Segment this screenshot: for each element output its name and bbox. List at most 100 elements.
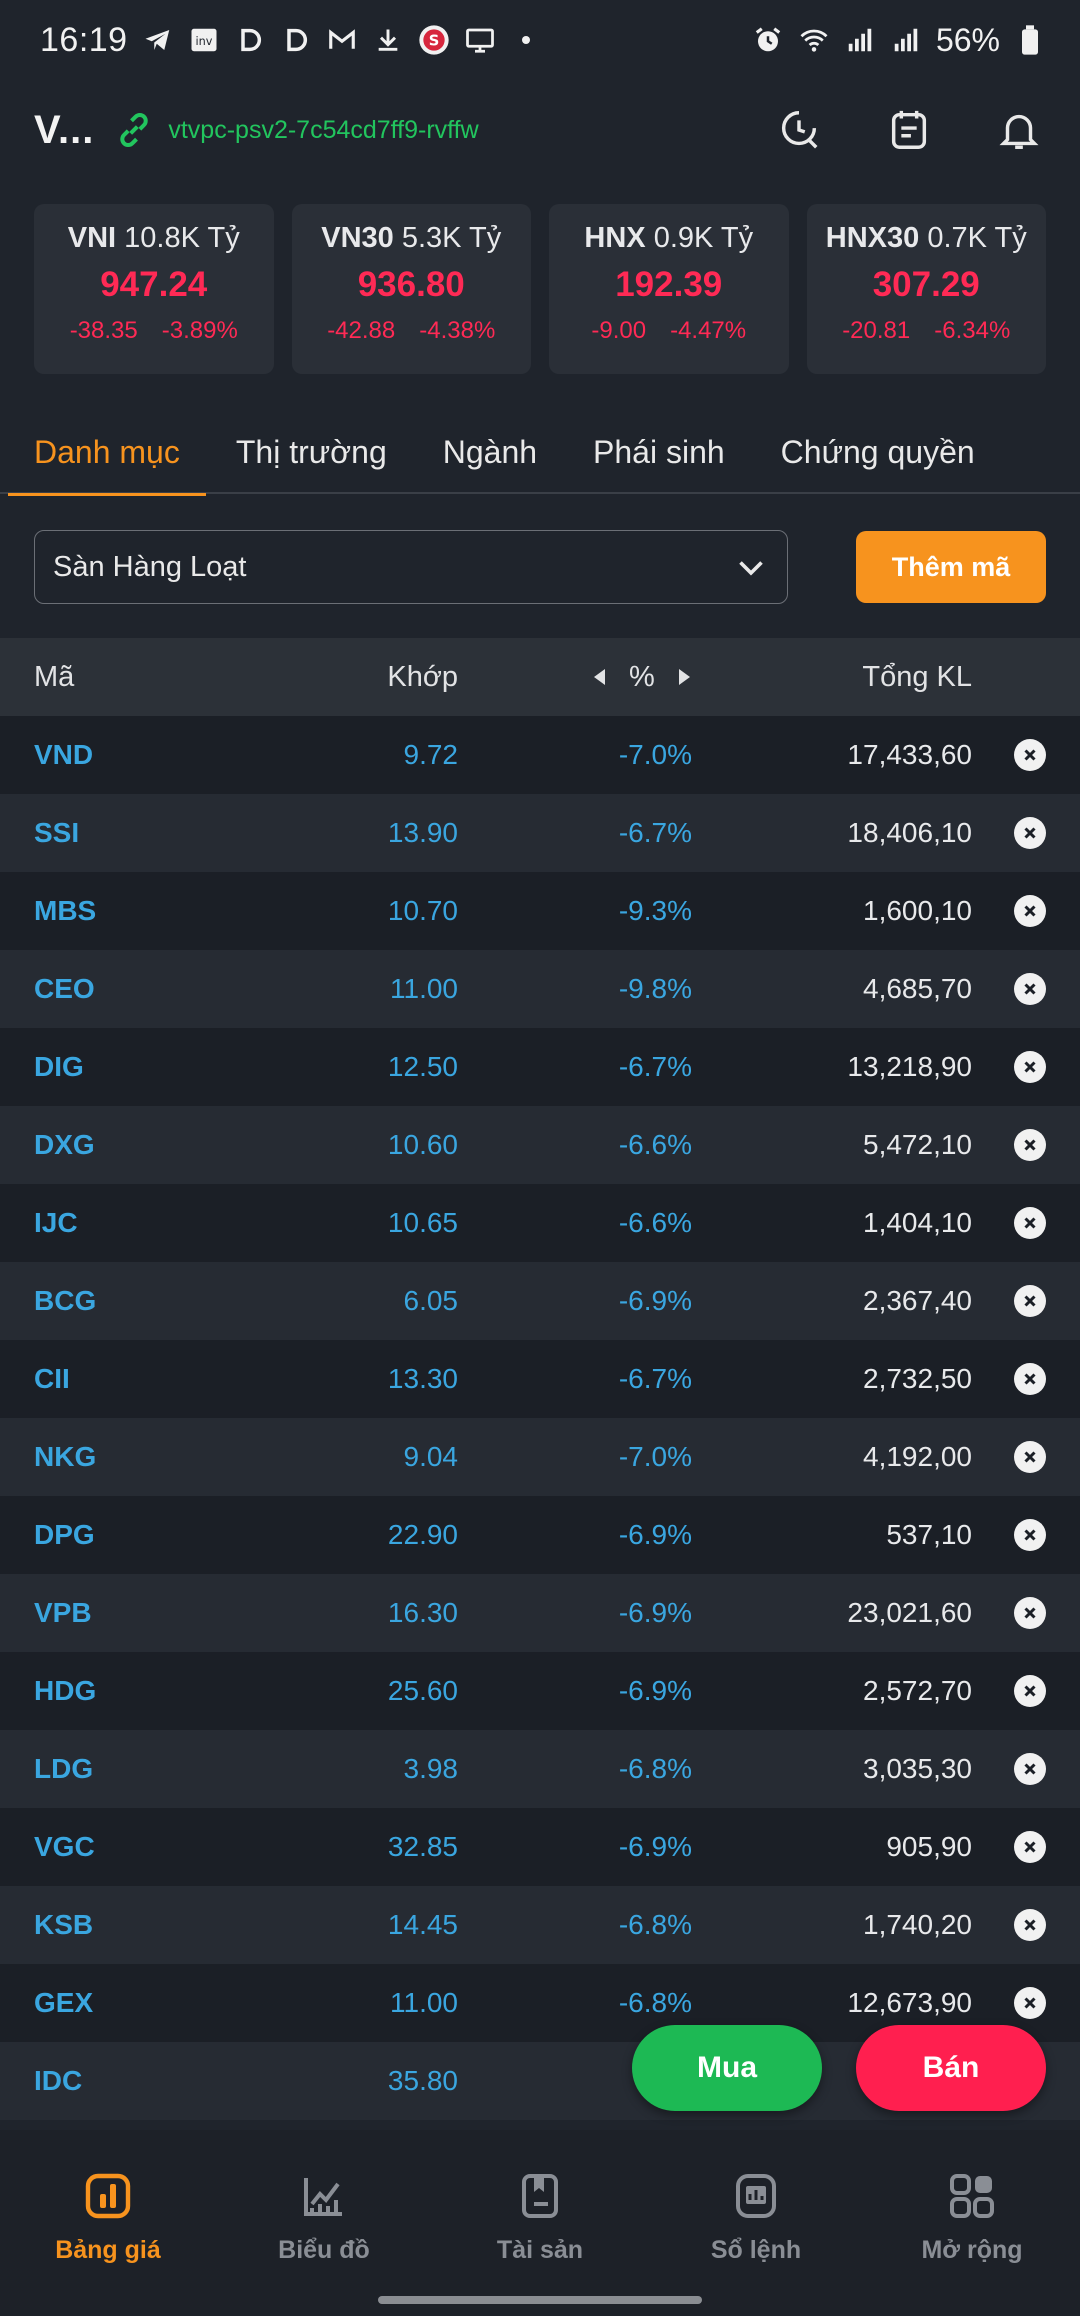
header-volume[interactable]: Tổng KL [862,660,972,693]
index-name: HNX [584,222,646,254]
table-row[interactable]: VND 9.72 -7.0% 17,433,60 [0,716,1080,794]
row-volume: 23,021,60 [847,1597,972,1628]
remove-icon[interactable] [1014,1129,1046,1161]
tab-thi-truong[interactable]: Thị trường [235,434,387,470]
nav-assets[interactable]: Tài sản [432,2130,648,2316]
table-row[interactable]: IJC 10.65 -6.6% 1,404,10 [0,1184,1080,1262]
index-percent: -6.34% [934,317,1011,344]
table-row[interactable]: DPG 22.90 -6.9% 537,10 [0,1496,1080,1574]
table-header: Mã Khớp % Tổng KL [0,638,1080,716]
row-price: 10.65 [387,1207,458,1238]
table-row[interactable]: BCG 6.05 -6.9% 2,367,40 [0,1262,1080,1340]
index-card-hnx[interactable]: HNX 0.9K Tỷ 192.39 -9.00 -4.47% [549,204,789,374]
remove-icon[interactable] [1014,817,1046,849]
sell-button[interactable]: Bán [856,2025,1046,2111]
remove-icon[interactable] [1014,1987,1046,2019]
tab-nganh[interactable]: Ngành [442,434,538,470]
row-price: 10.70 [387,895,458,926]
row-volume: 905,90 [886,1831,972,1862]
table-row[interactable]: VPB 16.30 -6.9% 23,021,60 [0,1574,1080,1652]
remove-icon[interactable] [1014,1909,1046,1941]
remove-icon[interactable] [1014,895,1046,927]
caret-left-icon[interactable] [594,669,605,685]
index-card-vn30[interactable]: VN30 5.3K Tỷ 936.80 -42.88 -4.38% [291,204,531,374]
notes-button[interactable] [882,103,936,157]
watchlist-controls: Sàn Hàng Loạt Thêm mã [34,530,1046,604]
home-indicator[interactable] [378,2296,702,2304]
header-price[interactable]: Khớp [387,660,458,693]
remove-icon[interactable] [1014,1051,1046,1083]
row-code: LDG [34,1753,94,1784]
row-percent: -6.7% [618,1363,692,1394]
server-name: vtvpc-psv2-7c54cd7ff9-rvffw [168,115,479,144]
table-row[interactable]: LDG 3.98 -6.8% 3,035,30 [0,1730,1080,1808]
table-row[interactable]: HDG 25.60 -6.9% 2,572,70 [0,1652,1080,1730]
remove-icon[interactable] [1014,739,1046,771]
remove-icon[interactable] [1014,1831,1046,1863]
row-percent: -6.8% [618,1753,692,1784]
row-volume: 1,740,20 [863,1909,972,1940]
row-percent: -6.9% [618,1675,692,1706]
index-value: 936.80 [357,265,465,304]
download-icon [372,24,404,56]
caret-right-icon[interactable] [678,669,690,685]
row-volume: 2,572,70 [863,1675,972,1706]
index-card-hnx30[interactable]: HNX30 0.7K Tỷ 307.29 -20.81 -6.34% [806,204,1046,374]
notification-button[interactable] [992,103,1046,157]
row-volume: 18,406,10 [847,817,972,848]
table-row[interactable]: DIG 12.50 -6.7% 13,218,90 [0,1028,1080,1106]
table-row[interactable]: NKG 9.04 -7.0% 4,192,00 [0,1418,1080,1496]
row-volume: 1,600,10 [863,895,972,926]
row-percent: -6.9% [618,1285,692,1316]
remove-icon[interactable] [1014,1753,1046,1785]
table-row[interactable]: KSB 14.45 -6.8% 1,740,20 [0,1886,1080,1964]
remove-icon[interactable] [1014,1363,1046,1395]
header-actions [772,103,1046,157]
row-price: 13.30 [387,1363,458,1394]
table-row[interactable]: MBS 10.70 -9.3% 1,600,10 [0,872,1080,950]
remove-icon[interactable] [1014,973,1046,1005]
header-code[interactable]: Mã [34,660,75,693]
row-percent: -9.3% [618,895,692,926]
table-row[interactable]: DXG 10.60 -6.6% 5,472,10 [0,1106,1080,1184]
remove-icon[interactable] [1014,1519,1046,1551]
search-history-button[interactable] [772,103,826,157]
row-code: DPG [34,1519,95,1550]
header-percent-toggle[interactable]: % [594,661,690,694]
app-header: V... vtvpc-psv2-7c54cd7ff9-rvffw [0,90,1080,170]
add-symbol-button[interactable]: Thêm mã [856,531,1046,603]
remove-icon[interactable] [1014,1675,1046,1707]
watchlist-dropdown[interactable]: Sàn Hàng Loạt [34,530,788,604]
row-volume: 5,472,10 [863,1129,972,1160]
nav-price-board[interactable]: Bảng giá [0,2130,216,2316]
nav-order-book[interactable]: Sổ lệnh [648,2130,864,2316]
row-price: 10.60 [387,1129,458,1160]
market-tabs: Danh mục Thị trường Ngành Phái sinh Chứn… [0,410,1080,496]
account-title[interactable]: V... [34,107,95,152]
remove-icon[interactable] [1014,1441,1046,1473]
row-volume: 537,10 [886,1519,972,1550]
row-price: 35.80 [387,2065,458,2096]
monitor-icon [464,24,496,56]
index-turnover: 10.8K Tỷ [124,222,240,254]
row-percent: -7.0% [618,1441,692,1472]
bell-icon [999,114,1039,149]
remove-icon[interactable] [1014,1597,1046,1629]
search-history-icon [781,111,818,149]
tab-chung-quyen[interactable]: Chứng quyền [780,434,975,470]
remove-icon[interactable] [1014,1207,1046,1239]
tab-phai-sinh[interactable]: Phái sinh [593,434,725,470]
index-card-vni[interactable]: VNI 10.8K Tỷ 947.24 -38.35 -3.89% [34,204,274,374]
row-price: 11.00 [390,1987,458,2018]
nav-chart[interactable]: Biểu đồ [216,2130,432,2316]
status-right: 56% [752,22,1046,59]
buy-button[interactable]: Mua [632,2025,822,2111]
row-code: CII [34,1363,70,1394]
table-row[interactable]: VGC 32.85 -6.9% 905,90 [0,1808,1080,1886]
nav-more[interactable]: Mở rộng [864,2130,1080,2316]
remove-icon[interactable] [1014,1285,1046,1317]
table-row[interactable]: CII 13.30 -6.7% 2,732,50 [0,1340,1080,1418]
table-row[interactable]: SSI 13.90 -6.7% 18,406,10 [0,794,1080,872]
table-row[interactable]: CEO 11.00 -9.8% 4,685,70 [0,950,1080,1028]
tab-danh-muc[interactable]: Danh mục [8,410,206,496]
